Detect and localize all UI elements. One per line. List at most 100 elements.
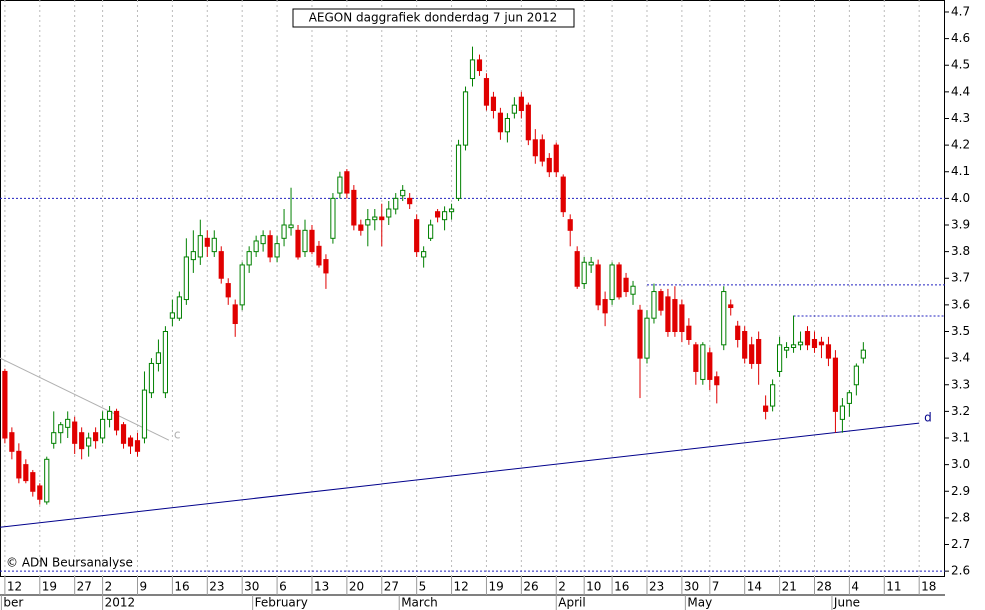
y-tick-label: 3.8 bbox=[951, 244, 970, 258]
candle-body bbox=[79, 432, 85, 450]
candle-body bbox=[435, 211, 441, 218]
candle-body bbox=[232, 304, 238, 325]
y-tick-label: 4.4 bbox=[951, 84, 970, 98]
x-tick-label: 5 bbox=[419, 580, 427, 594]
candle-body bbox=[106, 410, 113, 420]
candle-body bbox=[860, 349, 866, 359]
candle-body bbox=[497, 112, 504, 133]
candle-body bbox=[44, 458, 50, 503]
candle-body bbox=[176, 296, 182, 319]
y-tick-label: 3.6 bbox=[951, 297, 970, 311]
candle-body bbox=[86, 437, 92, 447]
candle-body bbox=[776, 344, 783, 372]
candle-body bbox=[30, 472, 36, 492]
y-tick-label: 3.2 bbox=[951, 404, 970, 418]
candle-body bbox=[169, 312, 175, 319]
candle-body bbox=[756, 338, 762, 364]
x-tick-label: 18 bbox=[921, 580, 936, 594]
trend-line bbox=[0, 357, 170, 441]
chart-title: AEGON daggrafiek donderdag 7 jun 2012 bbox=[309, 11, 558, 25]
candle-body bbox=[525, 104, 531, 141]
y-tick-label: 3.7 bbox=[951, 271, 970, 285]
candle-body bbox=[623, 277, 629, 293]
candle-body bbox=[644, 317, 650, 359]
x-tick-label: 14 bbox=[747, 580, 762, 594]
candle-body bbox=[721, 291, 727, 346]
candle-body bbox=[295, 229, 301, 258]
candle-body bbox=[448, 208, 455, 213]
x-tick-label: 30 bbox=[684, 580, 699, 594]
y-tick-label: 4.3 bbox=[951, 111, 970, 125]
candle-body bbox=[37, 485, 43, 500]
trend-label: d bbox=[924, 411, 932, 425]
y-tick-label: 3.3 bbox=[951, 377, 970, 391]
candle-body bbox=[825, 344, 832, 359]
candle-body bbox=[407, 197, 413, 205]
candle-body bbox=[302, 229, 308, 253]
candle-body bbox=[246, 251, 252, 266]
x-tick-label: 13 bbox=[314, 580, 329, 594]
candle-body bbox=[714, 376, 720, 386]
candle-body bbox=[421, 251, 427, 258]
candle-body bbox=[120, 424, 127, 444]
y-tick-label: 4.5 bbox=[951, 58, 970, 72]
candle-body bbox=[818, 341, 825, 346]
candle-body bbox=[735, 325, 741, 340]
candle-body bbox=[595, 264, 601, 306]
candle-body bbox=[574, 251, 580, 287]
candle-body bbox=[141, 389, 148, 439]
candle-body bbox=[763, 405, 769, 412]
candle-body bbox=[602, 299, 608, 314]
candle-body bbox=[288, 224, 294, 229]
candle-body bbox=[811, 338, 818, 348]
candle-body bbox=[665, 296, 671, 333]
candle-body bbox=[260, 235, 266, 245]
plot-frame bbox=[0, 0, 945, 577]
candle-body bbox=[316, 245, 322, 266]
y-tick-label: 4.6 bbox=[951, 31, 970, 45]
candle-body bbox=[804, 331, 811, 346]
x-tick-label: 19 bbox=[42, 580, 57, 594]
candle-body bbox=[546, 157, 552, 173]
x-tick-label: 16 bbox=[174, 580, 189, 594]
trend-label: c bbox=[174, 428, 181, 442]
candle-body bbox=[239, 264, 245, 306]
y-tick-label: 2.6 bbox=[951, 564, 970, 578]
x-tick-label: 27 bbox=[384, 580, 399, 594]
candle-body bbox=[372, 216, 378, 221]
candle-body bbox=[281, 224, 287, 239]
candle-body bbox=[832, 357, 839, 412]
candle-body bbox=[532, 139, 538, 157]
candle-body bbox=[693, 344, 699, 372]
candle-body bbox=[379, 216, 385, 221]
candle-body bbox=[358, 224, 364, 231]
x-tick-label: 20 bbox=[349, 580, 364, 594]
x-tick-label: 23 bbox=[209, 580, 224, 594]
candle-body bbox=[553, 144, 559, 173]
candle-body bbox=[770, 384, 776, 407]
y-tick-label: 3.9 bbox=[951, 217, 970, 231]
candle-body bbox=[134, 440, 141, 452]
month-label: ber bbox=[3, 596, 23, 610]
candle-body bbox=[588, 261, 594, 266]
candle-body bbox=[330, 197, 336, 239]
candle-body bbox=[267, 235, 273, 258]
x-tick-label: 27 bbox=[77, 580, 92, 594]
y-tick-label: 4.0 bbox=[951, 191, 970, 205]
candle-body bbox=[183, 256, 189, 301]
candle-body bbox=[630, 285, 636, 295]
candle-body bbox=[728, 304, 734, 309]
candle-body bbox=[155, 352, 162, 364]
candle-body bbox=[351, 189, 357, 226]
candle-body bbox=[539, 139, 545, 162]
candle-body bbox=[511, 104, 517, 114]
candle-body bbox=[211, 237, 217, 253]
month-label: 2012 bbox=[105, 596, 136, 610]
candle-body bbox=[679, 304, 685, 333]
candle-body bbox=[797, 341, 804, 346]
candle-body bbox=[853, 365, 859, 386]
candle-body bbox=[581, 261, 587, 285]
candle-body bbox=[441, 211, 448, 221]
candle-body bbox=[783, 346, 790, 351]
